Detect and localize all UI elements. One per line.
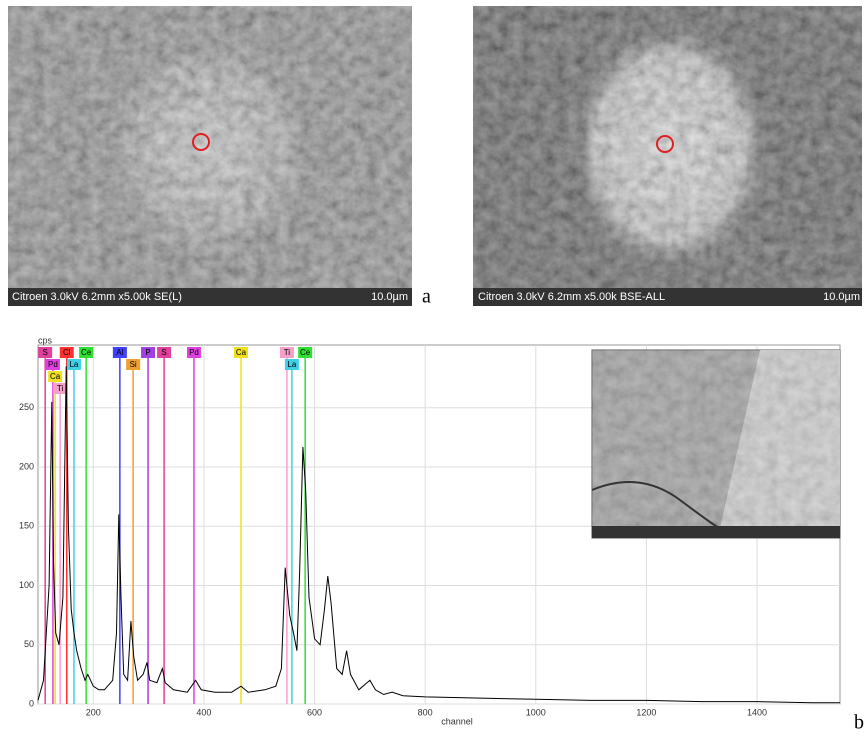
y-tick-label: 250 [19, 402, 34, 412]
element-tag [45, 359, 60, 370]
element-tag [53, 383, 68, 394]
element-tag [298, 347, 313, 358]
x-tick-label: 800 [418, 707, 433, 717]
x-tick-label: 400 [196, 707, 211, 717]
panel-label: a [422, 286, 431, 308]
sem-image-b: Citroen 3.0kV 6.2mm x5.00k BSE-ALL 10.0µ… [473, 6, 862, 306]
element-tag [112, 347, 127, 358]
element-label: Al [116, 348, 123, 357]
element-label: Ca [50, 372, 61, 381]
element-label: P [145, 348, 150, 357]
y-tick-label: 150 [19, 521, 34, 531]
image-caption: Citroen 3.0kV 6.2mm x5.00k BSE-ALL [478, 291, 665, 303]
element-label: S [43, 348, 48, 357]
element-tag [66, 359, 81, 370]
x-tick-label: 1400 [747, 707, 767, 717]
y-tick-label: 100 [19, 580, 34, 590]
element-tag [79, 347, 94, 358]
inset-image [591, 349, 841, 539]
element-tag [38, 347, 53, 358]
element-label: Ti [57, 384, 64, 393]
element-tag [59, 347, 74, 358]
element-label: Si [130, 360, 137, 369]
element-tag [157, 347, 172, 358]
element-label: S [161, 348, 166, 357]
x-axis-label: channel [441, 716, 473, 726]
element-label: Pd [189, 348, 199, 357]
y-tick-label: 200 [19, 461, 34, 471]
element-label: La [287, 360, 296, 369]
element-label: Ca [236, 348, 247, 357]
y-axis-label: cps [38, 335, 53, 345]
element-label: Ce [300, 348, 311, 357]
element-tag [186, 347, 201, 358]
x-tick-label: 200 [86, 707, 101, 717]
element-label: La [69, 360, 78, 369]
image-caption: Citroen 3.0kV 6.2mm x5.00k SE(L) [12, 291, 182, 303]
element-tag [126, 359, 141, 370]
element-label: Ce [81, 348, 92, 357]
scale-label: 10.0µm [823, 291, 860, 303]
sem-image-a: Citroen 3.0kV 6.2mm x5.00k SE(L) 10.0µm … [8, 6, 431, 308]
y-tick-label: 50 [24, 639, 34, 649]
x-tick-label: 1200 [636, 707, 656, 717]
element-label: Pd [48, 360, 58, 369]
element-label: Ti [284, 348, 291, 357]
element-tag [48, 371, 63, 382]
element-tag [233, 347, 248, 358]
element-tag [284, 359, 299, 370]
x-tick-label: 1000 [526, 707, 546, 717]
element-tag [279, 347, 294, 358]
element-tag [141, 347, 156, 358]
scale-label: 10.0µm [371, 291, 408, 303]
element-label: Cl [63, 348, 71, 357]
y-tick-label: 0 [29, 698, 34, 708]
panel-label: b [854, 712, 864, 734]
x-tick-label: 600 [307, 707, 322, 717]
spectrum-line [37, 366, 840, 704]
